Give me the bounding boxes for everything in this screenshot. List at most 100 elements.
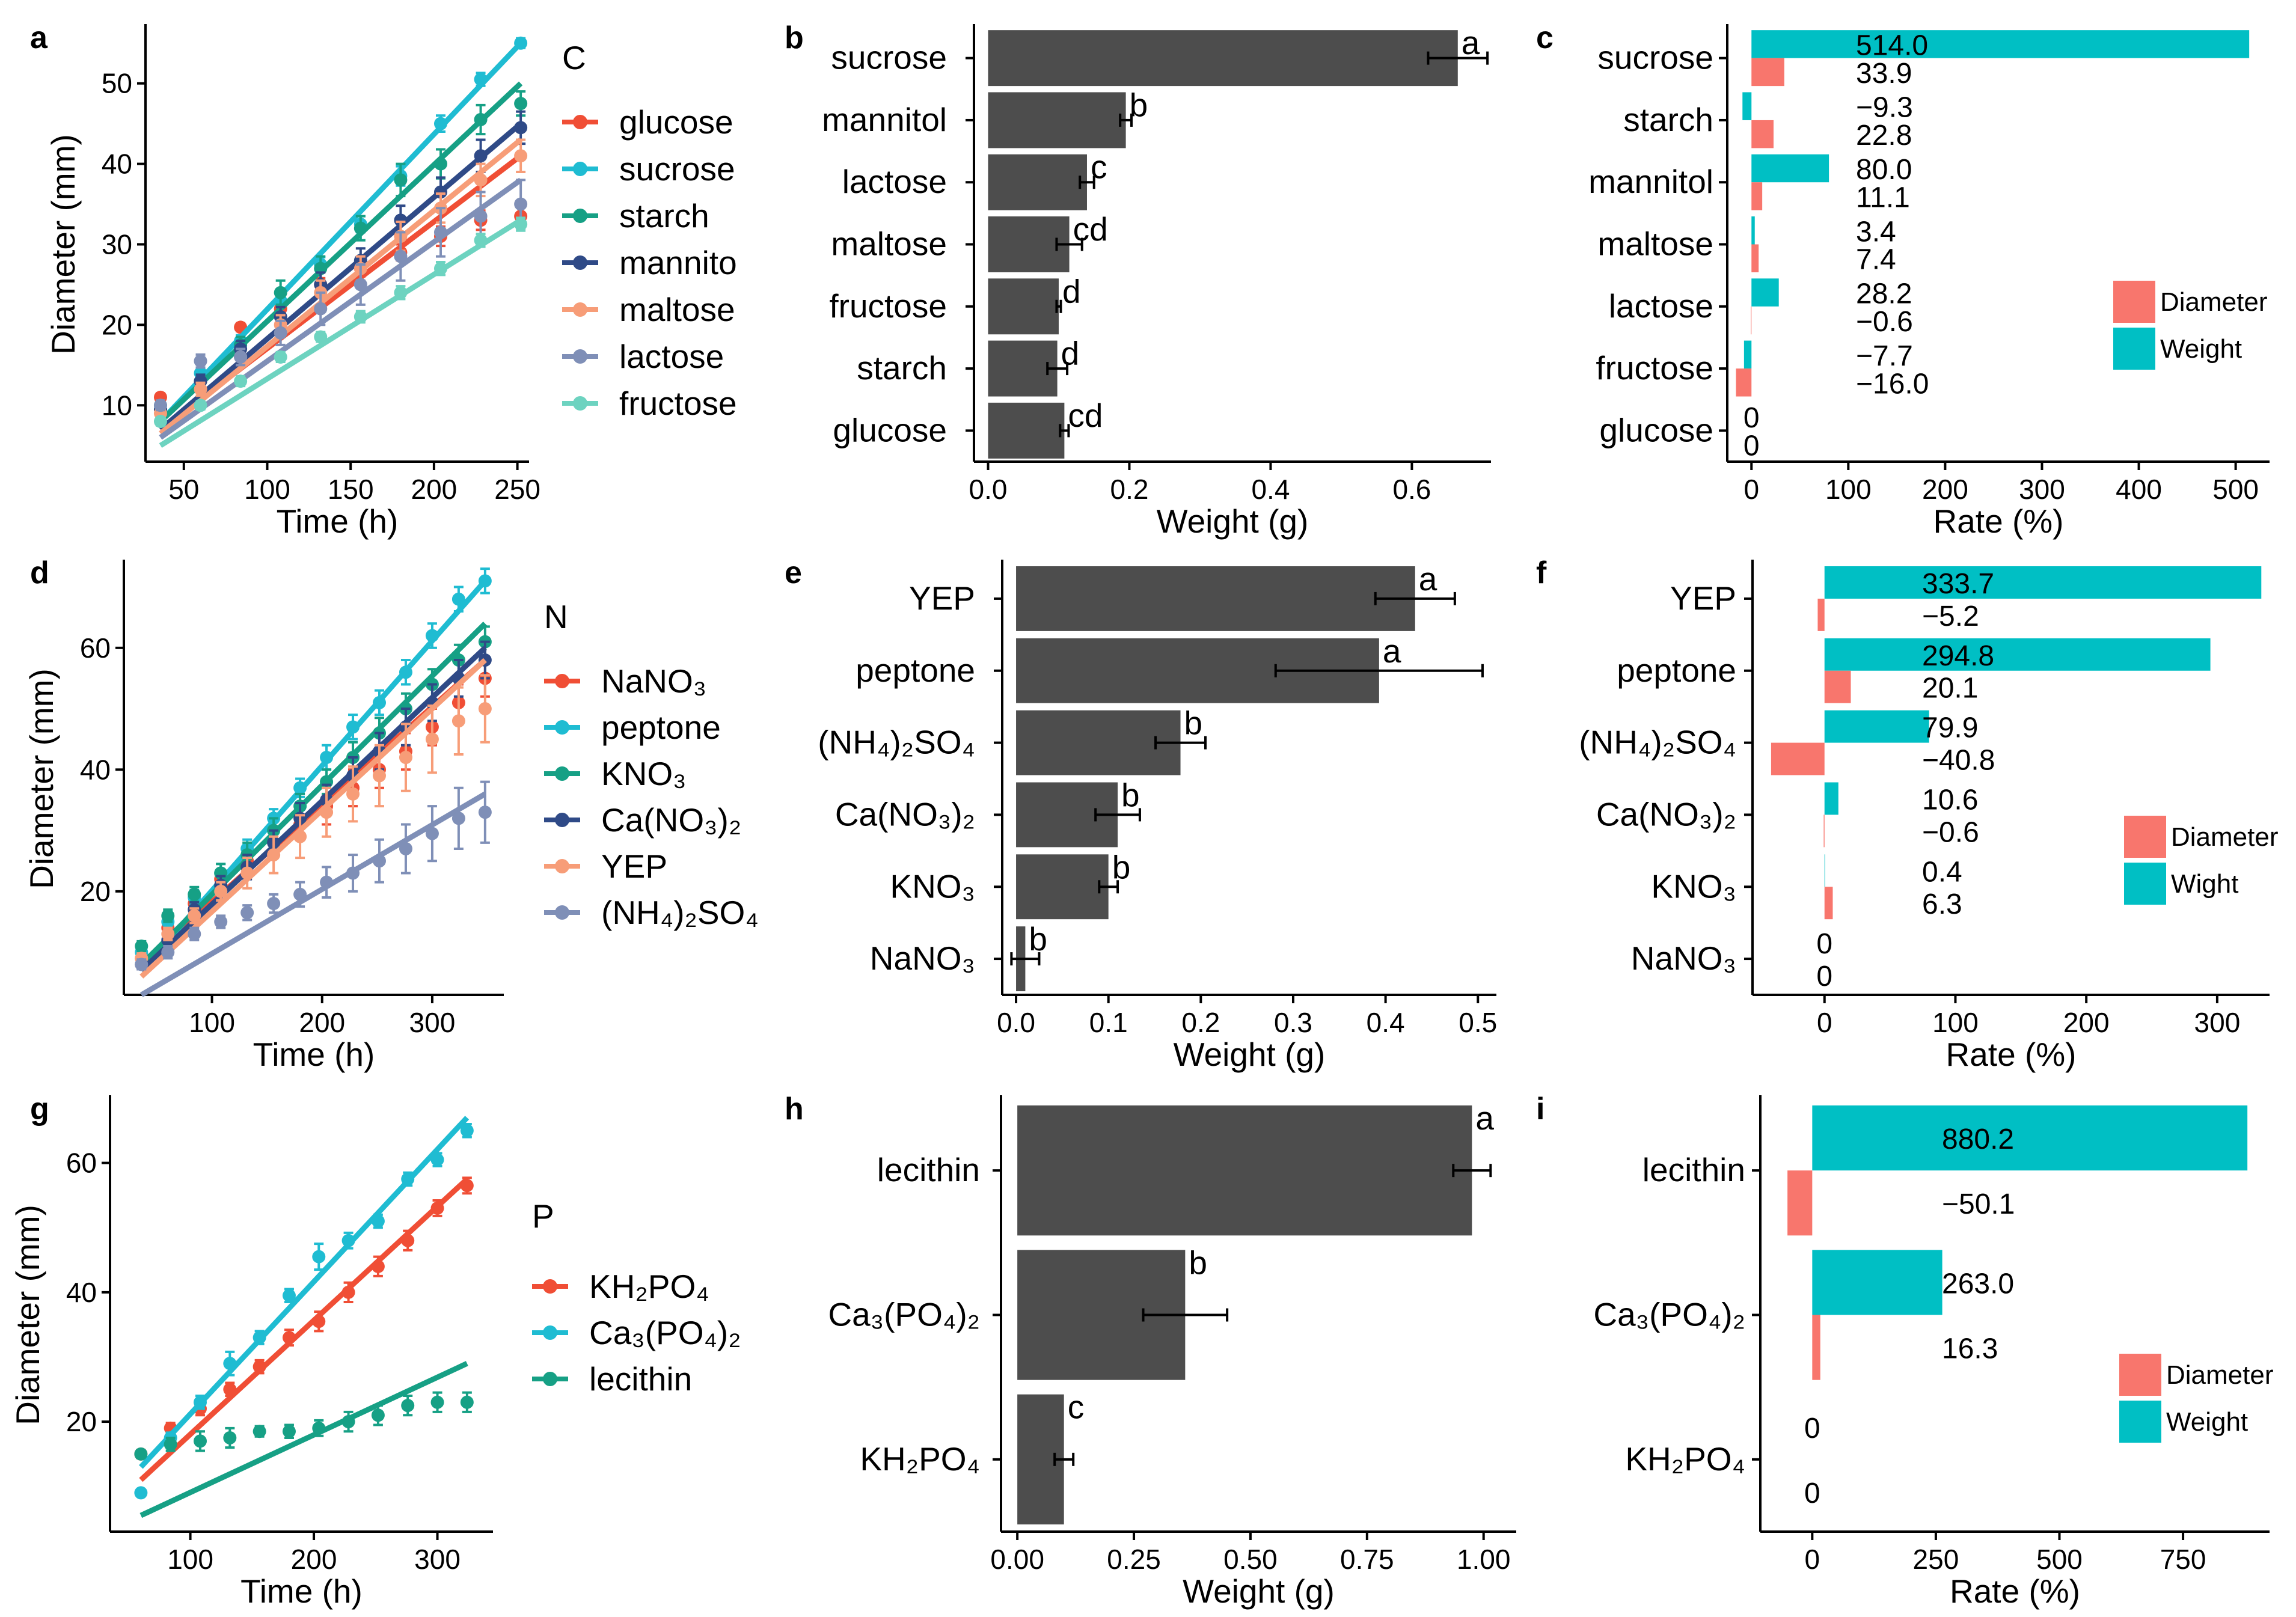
x-tick-label: 150: [328, 474, 374, 505]
weight-bar: [1824, 710, 1929, 743]
category-label: fructose: [829, 287, 947, 325]
category-label: Ca(NO₃)₂: [835, 795, 975, 833]
data-point: [354, 278, 367, 292]
significance-letter: d: [1061, 335, 1080, 372]
x-axis-title: Weight (g): [1157, 503, 1309, 540]
x-tick-label: 200: [2063, 1007, 2110, 1038]
significance-letter: b: [1130, 86, 1148, 123]
significance-letter: a: [1419, 560, 1437, 598]
diameter-value-label: 33.9: [1856, 58, 1912, 90]
legend-f: Diameter Wight: [2124, 816, 2279, 905]
panel-label-e: e: [785, 555, 802, 590]
panel-label-f: f: [1536, 555, 1547, 590]
significance-letter: a: [1383, 632, 1401, 670]
data-point: [394, 213, 408, 227]
data-point: [314, 302, 328, 316]
data-point: [425, 827, 439, 840]
weight-value-label: −9.3: [1856, 92, 1913, 124]
legend-marker: [543, 1372, 557, 1386]
x-tick-label: 0.5: [1459, 1007, 1497, 1038]
x-tick-label: 250: [1913, 1544, 1959, 1575]
diameter-value-label: 22.8: [1856, 120, 1912, 151]
data-point: [312, 1250, 326, 1264]
x-tick-label: 300: [2019, 474, 2065, 505]
fit-line: [158, 81, 523, 424]
category-label: lecithin: [877, 1151, 980, 1188]
fit-line: [158, 41, 523, 424]
weight-value-label: 0: [1816, 928, 1832, 960]
bar: [1016, 854, 1109, 920]
diameter-value-label: −16.0: [1856, 368, 1929, 400]
data-point: [253, 1331, 266, 1345]
panel-g: 100 200 300 20 40 60 Time (h) Diameter (mm): [9, 1095, 493, 1610]
legend-entry: peptone: [601, 709, 721, 746]
panel-label-g: g: [30, 1092, 49, 1126]
significance-letter: c: [1068, 1389, 1085, 1426]
legend-marker: [555, 813, 569, 827]
data-point: [240, 866, 254, 880]
weight-bar: [1751, 216, 1755, 245]
data-point: [314, 330, 328, 344]
diameter-value-label: −0.6: [1856, 306, 1913, 338]
data-point: [514, 149, 528, 163]
panel-b: a sucrose b mannitol c lactose cd maltose d fruct…: [822, 24, 1491, 540]
data-point: [399, 842, 412, 855]
fit-line: [139, 1361, 468, 1518]
significance-letter: b: [1189, 1244, 1207, 1281]
data-point: [214, 884, 228, 898]
weight-value-label: 514.0: [1856, 29, 1928, 61]
data-point: [460, 1123, 474, 1137]
legend-title: N: [544, 598, 568, 635]
x-tick-label: 0.4: [1251, 474, 1290, 505]
y-axis-title: Diameter (mm): [9, 1205, 46, 1425]
weight-value-label: 3.4: [1856, 216, 1896, 248]
diameter-bar: [1751, 120, 1774, 148]
bar: [988, 340, 1058, 397]
fit-line: [159, 218, 522, 448]
weight-value-label: −7.7: [1856, 340, 1913, 372]
weight-bar: [1812, 1105, 2248, 1171]
data-point: [474, 173, 488, 187]
legend-entry: lactose: [619, 338, 724, 375]
legend-entry: lecithin: [589, 1360, 692, 1398]
data-point: [372, 695, 386, 709]
x-tick-label: 0.1: [1089, 1007, 1128, 1038]
data-point: [452, 714, 465, 728]
category-label: sucrose: [1597, 39, 1713, 76]
x-tick-label: 100: [1932, 1007, 1979, 1038]
diameter-value-label: −40.8: [1922, 745, 1995, 777]
data-point: [194, 1395, 207, 1409]
data-point: [293, 781, 307, 795]
legend-entry: mannito: [619, 244, 737, 281]
data-point: [354, 221, 367, 235]
category-label: peptone: [1617, 652, 1736, 689]
category-label: starch: [1623, 101, 1713, 138]
x-axis-title: Rate (%): [1933, 503, 2064, 540]
fit-line: [159, 177, 522, 440]
data-point: [161, 909, 175, 923]
data-point: [354, 310, 367, 323]
data-point: [153, 399, 167, 412]
x-tick-label: 100: [1825, 474, 1872, 505]
panel-label-d: d: [30, 555, 49, 590]
data-point: [394, 249, 408, 263]
category-label: Ca₃(PO₄)₂: [828, 1296, 980, 1333]
series-a-5: [153, 177, 528, 440]
category-label: maltose: [1597, 225, 1713, 263]
bar: [988, 92, 1126, 148]
data-point: [253, 1425, 266, 1438]
data-point: [188, 927, 201, 941]
diameter-bar: [1736, 368, 1752, 397]
weight-bar: [1751, 154, 1829, 183]
category-label: KH₂PO₄: [1625, 1440, 1745, 1478]
diameter-bar: [1751, 182, 1763, 210]
weight-bar: [1824, 782, 1838, 815]
x-tick-label: 0.50: [1223, 1544, 1278, 1575]
weight-value-label: 79.9: [1922, 712, 1978, 744]
diameter-value-label: 0: [1816, 961, 1832, 992]
diameter-bar: [1751, 58, 1784, 87]
x-tick-label: 0.3: [1274, 1007, 1312, 1038]
x-tick-label: 100: [167, 1544, 213, 1575]
legend-entry: Weight: [2160, 334, 2242, 364]
x-tick-label: 0.25: [1107, 1544, 1161, 1575]
